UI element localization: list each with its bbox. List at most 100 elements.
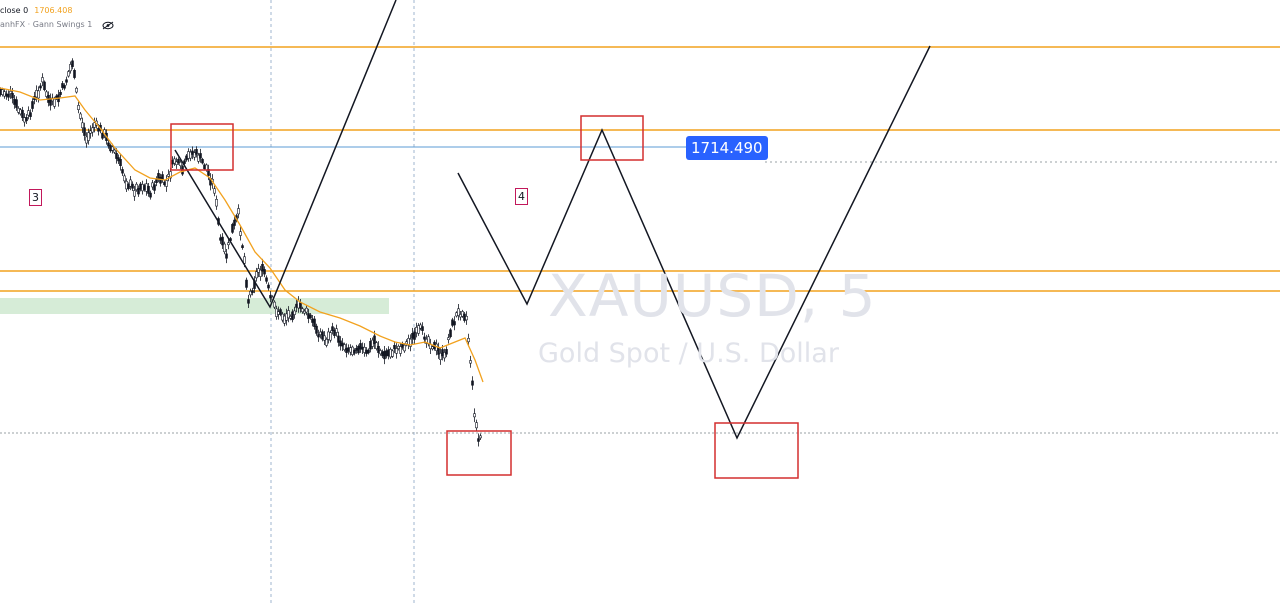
candle-body	[39, 85, 42, 89]
candle-body	[111, 146, 114, 151]
candle-body	[263, 269, 266, 275]
candle-body	[315, 325, 318, 334]
candle-body	[449, 329, 452, 337]
candlestick-series	[0, 58, 482, 447]
legend-indicator-name[interactable]: anhFX · Gann Swings 1	[0, 20, 93, 29]
candle-body	[63, 85, 66, 89]
candle-body	[255, 271, 258, 279]
candle-body	[75, 87, 78, 93]
candle-body	[223, 243, 226, 253]
candle-body	[5, 93, 8, 97]
candle-body	[439, 352, 442, 360]
legend-close-label: close 0	[0, 6, 29, 15]
candle-body	[453, 321, 456, 326]
candle-body	[423, 336, 426, 340]
gann-swing-line[interactable]	[174, 0, 397, 309]
legend-indicator-row[interactable]: anhFX · Gann Swings 1	[0, 18, 114, 32]
candle-body	[377, 345, 380, 353]
candle-body	[143, 185, 146, 191]
candle-body	[333, 329, 336, 336]
candle-body	[201, 159, 204, 164]
candle-body	[89, 130, 92, 134]
candle-body	[77, 105, 80, 110]
candle-body	[175, 161, 178, 165]
candle-body	[141, 184, 144, 192]
wave-label-3[interactable]: 3	[29, 189, 42, 206]
candle-body	[321, 331, 324, 340]
candle-body	[469, 360, 472, 364]
candle-body	[15, 99, 18, 108]
candle-body	[391, 350, 394, 357]
highlight-box-top-target[interactable]	[580, 115, 644, 161]
candle-body	[183, 160, 186, 164]
candle-body	[267, 284, 270, 289]
candle-body	[9, 90, 12, 94]
candle-body	[171, 159, 174, 165]
candle-body	[167, 174, 170, 177]
candle-body	[133, 190, 136, 197]
candle-body	[97, 128, 100, 132]
candle-body	[243, 256, 246, 264]
candle-body	[373, 335, 376, 345]
candle-body	[473, 413, 476, 418]
candle-body	[91, 127, 94, 133]
candle-body	[157, 173, 160, 179]
candle-body	[249, 291, 252, 296]
candle-body	[409, 338, 412, 347]
candle-body	[179, 161, 182, 167]
highlight-box-top-left[interactable]	[170, 123, 234, 171]
candle-body	[191, 150, 194, 155]
candle-body	[173, 158, 176, 164]
candle-body	[107, 142, 110, 147]
candle-body	[185, 155, 188, 161]
candle-body	[109, 145, 112, 152]
candle-body	[11, 93, 14, 99]
candle-body	[227, 242, 230, 246]
candle-body	[245, 279, 248, 288]
candle-body	[313, 318, 316, 327]
candle-body	[73, 70, 76, 78]
candle-body	[131, 183, 134, 189]
price-level-tag[interactable]: 1714.490	[686, 136, 768, 160]
candle-body	[41, 77, 44, 83]
candle-body	[53, 98, 56, 107]
candle-body	[231, 224, 234, 233]
candle-body	[121, 169, 124, 174]
candle-body	[475, 422, 478, 429]
legend-close-row: close 0 1706.408	[0, 4, 114, 18]
candle-body	[129, 179, 132, 187]
candle-body	[467, 338, 470, 343]
candle-body	[219, 237, 222, 241]
eye-crossed-icon[interactable]	[102, 21, 114, 30]
candle-body	[59, 91, 62, 95]
candle-body	[395, 348, 398, 354]
highlight-box-current[interactable]	[446, 430, 512, 476]
support-zone[interactable]	[0, 298, 389, 314]
candle-body	[81, 122, 84, 129]
legend-close-value: 1706.408	[34, 6, 73, 15]
wave-label-4[interactable]: 4	[515, 188, 528, 205]
candle-body	[237, 208, 240, 215]
moving-average-line	[0, 87, 484, 383]
candle-body	[71, 60, 74, 67]
projection-path[interactable]	[457, 45, 931, 440]
candle-body	[247, 299, 250, 304]
highlight-box-bottom-target[interactable]	[714, 422, 799, 479]
candle-body	[305, 307, 308, 313]
candle-body	[309, 314, 312, 319]
candle-body	[161, 174, 164, 180]
candle-body	[239, 231, 242, 236]
candle-body	[145, 183, 148, 192]
candle-body	[169, 171, 172, 179]
candle-body	[445, 349, 448, 355]
candle-body	[159, 176, 162, 184]
candle-body	[221, 236, 224, 246]
candle-body	[151, 182, 154, 188]
candle-body	[119, 159, 122, 167]
candle-body	[269, 295, 272, 299]
candle-body	[233, 219, 236, 226]
candle-body	[225, 253, 228, 259]
candle-body	[127, 183, 130, 189]
candle-body	[85, 136, 88, 144]
